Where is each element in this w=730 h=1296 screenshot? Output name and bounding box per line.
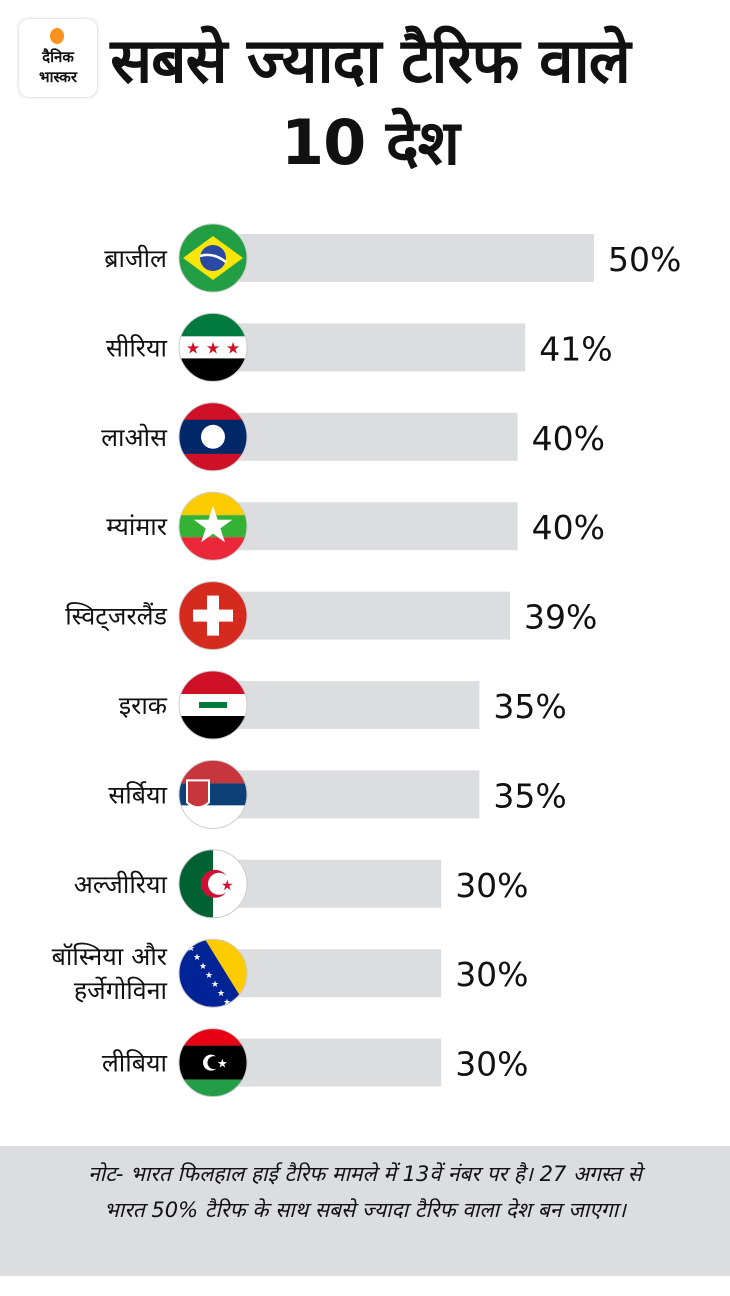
chart-row: स्विट्जरलैंड 39% bbox=[65, 581, 597, 651]
serbia-flag-icon bbox=[179, 760, 247, 829]
bar bbox=[212, 412, 518, 461]
tariff-bar-chart: ब्राजील 50%★ ★ ★सीरिया 41%लाओस 40%★म्यांमार 40… bbox=[52, 223, 681, 1098]
value-label: 30% bbox=[455, 866, 528, 905]
country-label: स्विट्जरलैंड bbox=[65, 602, 167, 632]
svg-text:★: ★ bbox=[223, 998, 231, 1008]
chart-row: इराक 35% bbox=[119, 670, 567, 740]
svg-text:★: ★ bbox=[221, 878, 234, 894]
bar bbox=[212, 591, 510, 640]
value-label: 40% bbox=[532, 508, 605, 547]
chart-row: ★ अल्जीरिया 30% bbox=[74, 849, 529, 919]
logo-line1: दैनिक bbox=[42, 48, 74, 66]
value-label: 35% bbox=[493, 687, 566, 726]
bar bbox=[212, 323, 526, 372]
svg-text:★: ★ bbox=[217, 1057, 228, 1071]
country-label: ब्राजील bbox=[104, 244, 168, 273]
country-label: लीबिया bbox=[102, 1049, 168, 1078]
syria-flag-icon: ★ ★ ★ bbox=[179, 313, 247, 382]
country-label: सर्बिया bbox=[108, 780, 167, 809]
bar bbox=[212, 949, 442, 998]
svg-text:★: ★ bbox=[226, 338, 240, 357]
bar bbox=[212, 770, 480, 819]
svg-text:★: ★ bbox=[193, 953, 201, 963]
logo-line2: भास्कर bbox=[39, 68, 77, 86]
country-label: अल्जीरिया bbox=[74, 870, 168, 899]
chart-row: सर्बिया 35% bbox=[108, 759, 567, 829]
page-title: सबसे ज्यादा टैरिफ वाले 10 देश bbox=[110, 24, 630, 179]
svg-text:★: ★ bbox=[186, 338, 200, 357]
value-label: 30% bbox=[455, 1045, 528, 1084]
switzerland-flag-icon bbox=[179, 581, 247, 650]
chart-row: ★ म्यांमार 40% bbox=[106, 491, 605, 561]
value-label: 50% bbox=[608, 240, 681, 279]
chart-row: ★★★★★★★बॉस्निया और हर्जेगोविना 30% bbox=[52, 938, 529, 1008]
myanmar-flag-icon: ★ bbox=[179, 492, 247, 561]
svg-text:★: ★ bbox=[191, 496, 236, 554]
svg-text:★: ★ bbox=[205, 971, 213, 981]
country-label: म्यांमार bbox=[106, 512, 168, 541]
value-label: 41% bbox=[539, 329, 612, 368]
brazil-flag-icon bbox=[179, 224, 247, 292]
svg-text:★: ★ bbox=[217, 989, 225, 999]
chart-row: ★ लीबिया 30% bbox=[102, 1028, 529, 1098]
value-label: 39% bbox=[524, 598, 597, 637]
value-label: 35% bbox=[493, 776, 566, 815]
chart-row: ★ ★ ★ सीरिया 41% bbox=[106, 312, 613, 382]
iraq-flag-icon bbox=[179, 671, 247, 739]
bar bbox=[212, 234, 594, 282]
logo-sun-icon bbox=[50, 28, 64, 44]
bar bbox=[212, 859, 442, 908]
country-label: सीरिया bbox=[106, 333, 168, 362]
value-label: 30% bbox=[455, 955, 528, 994]
country-label: इराक bbox=[119, 691, 168, 720]
footnote: नोट- भारत फिलहाल हाई टैरिफ मामले में 13व… bbox=[0, 1146, 730, 1276]
value-label: 40% bbox=[532, 419, 605, 458]
country-label: लाओस bbox=[101, 423, 168, 452]
footnote-text: नोट- भारत फिलहाल हाई टैरिफ मामले में 13व… bbox=[88, 1162, 642, 1222]
svg-text:★: ★ bbox=[199, 962, 207, 972]
bar bbox=[212, 681, 480, 729]
svg-text:★: ★ bbox=[206, 338, 220, 357]
bar bbox=[212, 502, 518, 551]
chart-row: ब्राजील 50% bbox=[104, 223, 681, 293]
svg-text:★: ★ bbox=[211, 980, 219, 990]
chart-row: लाओस 40% bbox=[101, 402, 605, 472]
bar bbox=[212, 1038, 442, 1087]
laos-flag-icon bbox=[179, 402, 247, 471]
country-label: बॉस्निया और हर्जेगोविना bbox=[52, 942, 168, 1005]
svg-text:★: ★ bbox=[187, 944, 195, 954]
dainik-bhaskar-logo: दैनिक भास्कर bbox=[19, 19, 97, 97]
bosnia-flag-icon: ★★★★★★★ bbox=[179, 939, 247, 1008]
